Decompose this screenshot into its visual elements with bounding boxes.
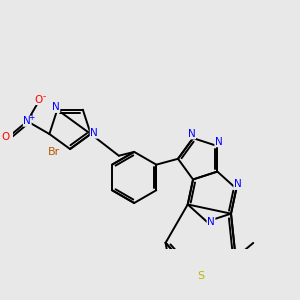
Text: N: N bbox=[52, 102, 60, 112]
Text: N: N bbox=[90, 128, 98, 138]
Text: N: N bbox=[188, 129, 196, 139]
Text: +: + bbox=[28, 113, 35, 122]
Text: O: O bbox=[2, 132, 10, 142]
Text: Br: Br bbox=[48, 147, 61, 157]
Text: -: - bbox=[43, 92, 46, 101]
Text: S: S bbox=[197, 271, 205, 281]
Text: N: N bbox=[215, 137, 223, 147]
Text: N: N bbox=[23, 116, 31, 126]
Text: O: O bbox=[35, 94, 43, 105]
Text: N: N bbox=[207, 217, 215, 226]
Text: N: N bbox=[234, 179, 242, 189]
